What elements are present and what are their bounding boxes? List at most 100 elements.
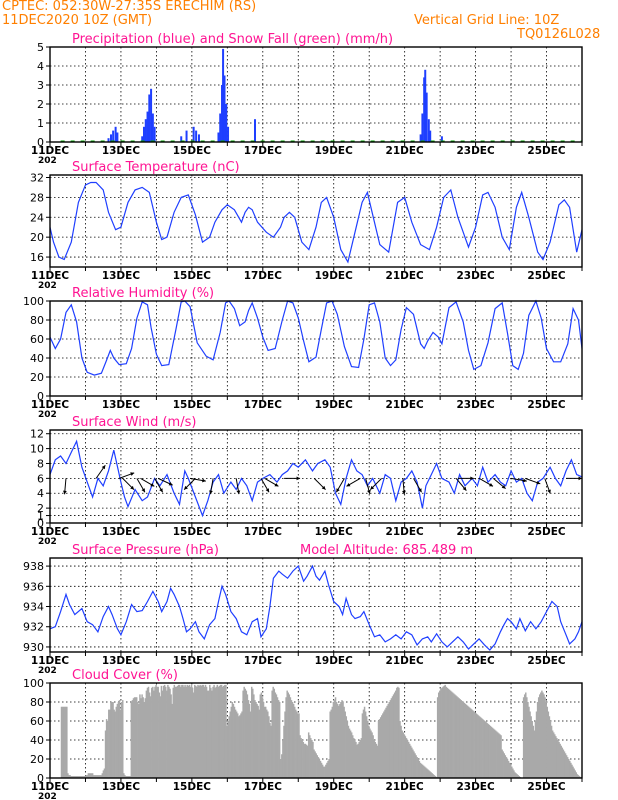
x-tick-label: 23DEC bbox=[456, 399, 495, 411]
cloud-cover-bar bbox=[565, 755, 568, 778]
panel-title: Relative Humidity (%) bbox=[72, 286, 214, 301]
cloud-cover-bar bbox=[301, 740, 303, 778]
cloud-cover-bar bbox=[528, 706, 530, 778]
cloud-cover-bar bbox=[151, 687, 153, 778]
wind-arrow-head bbox=[536, 480, 541, 485]
cloud-cover-bar bbox=[189, 686, 192, 778]
cloud-cover-bar bbox=[441, 687, 443, 778]
cloud-cover-bar bbox=[432, 774, 435, 778]
cloud-cover-bar bbox=[544, 697, 546, 778]
cloud-cover-bar bbox=[434, 776, 437, 778]
cloud-cover-bar bbox=[391, 696, 394, 778]
y-tick-label: 20 bbox=[30, 753, 44, 766]
cloud-cover-bar bbox=[571, 764, 573, 778]
cloud-cover-bar bbox=[562, 749, 565, 778]
cloud-cover-bar bbox=[61, 706, 64, 778]
cloud-cover-bar bbox=[312, 741, 314, 778]
cloud-cover-bar bbox=[480, 718, 483, 778]
x-tick-label: 15DEC bbox=[173, 270, 212, 282]
cloud-cover-bar bbox=[428, 770, 430, 778]
cloud-cover-bar bbox=[298, 713, 300, 778]
cloud-cover-bar bbox=[272, 686, 274, 778]
cloud-cover-bar bbox=[406, 740, 409, 778]
cloud-cover-bar bbox=[357, 743, 359, 778]
cloud-cover-bar bbox=[342, 702, 344, 778]
cloud-cover-bar bbox=[400, 725, 402, 778]
cloud-cover-bar bbox=[574, 770, 576, 778]
cloud-cover-bar bbox=[506, 759, 509, 778]
cloud-cover-bar bbox=[161, 690, 164, 778]
x-tick-label: 25DEC bbox=[527, 399, 566, 411]
cloud-cover-bar bbox=[403, 734, 406, 778]
cloud-cover-bar bbox=[290, 700, 293, 778]
cloud-cover-bar bbox=[443, 685, 445, 778]
cloud-cover-bar bbox=[375, 743, 378, 778]
cloud-cover-bar bbox=[108, 709, 110, 778]
x-tick-label: 11DEC bbox=[31, 781, 70, 793]
cloud-cover-bar bbox=[94, 775, 96, 778]
y-tick-label: 1 bbox=[37, 117, 44, 130]
cloud-cover-bar bbox=[563, 751, 566, 778]
plot-frame bbox=[49, 557, 583, 653]
cloud-cover-bar bbox=[293, 706, 296, 778]
y-tick-label: 0 bbox=[37, 136, 44, 149]
cloud-cover-bar bbox=[478, 716, 481, 778]
cloud-cover-bar bbox=[476, 714, 479, 778]
x-tick-label: 19DEC bbox=[315, 399, 354, 411]
x-tick-label: 23DEC bbox=[456, 655, 495, 667]
x-tick-label: 11DEC bbox=[31, 399, 70, 411]
cloud-cover-bar bbox=[461, 701, 464, 778]
y-tick-label: 0 bbox=[37, 772, 44, 785]
cloud-cover-bar bbox=[202, 684, 205, 778]
cloud-cover-bar bbox=[283, 725, 285, 778]
precip-bar bbox=[195, 130, 198, 142]
cloud-cover-bar bbox=[267, 711, 269, 778]
cloud-cover-bar bbox=[393, 692, 396, 778]
cloud-cover-bar bbox=[264, 706, 267, 778]
cloud-cover-bar bbox=[254, 700, 256, 778]
cloud-cover-bar bbox=[67, 773, 69, 778]
cloud-cover-bar bbox=[239, 715, 241, 778]
cloud-cover-bar bbox=[224, 684, 226, 778]
cloud-cover-bar bbox=[422, 765, 425, 778]
y-tick-label: 60 bbox=[30, 715, 44, 728]
x-tick-label: 13DEC bbox=[102, 270, 141, 282]
cloud-cover-bar bbox=[322, 766, 325, 778]
cloud-cover-bar bbox=[414, 753, 416, 778]
cloud-cover-bar bbox=[566, 757, 569, 778]
x-tick-label: 17DEC bbox=[244, 655, 283, 667]
cloud-cover-bar bbox=[177, 684, 180, 778]
cloud-cover-bar bbox=[483, 720, 485, 778]
plot-frame bbox=[49, 46, 583, 143]
cloud-cover-bar bbox=[572, 766, 574, 778]
cloud-cover-bar bbox=[447, 688, 450, 778]
cloud-cover-bar bbox=[144, 698, 147, 778]
cloud-cover-bar bbox=[315, 753, 317, 778]
cloud-cover-bar bbox=[186, 684, 188, 778]
cloud-cover-bar bbox=[369, 728, 371, 778]
precip-bar bbox=[429, 130, 432, 142]
cloud-cover-bar bbox=[514, 772, 516, 778]
cloud-cover-bar bbox=[469, 707, 471, 778]
cloud-cover-bar bbox=[80, 776, 82, 778]
x-tick-label: 11DEC bbox=[31, 526, 70, 538]
cloud-cover-bar bbox=[247, 700, 250, 778]
cloud-cover-bar bbox=[297, 713, 299, 778]
cloud-cover-bar bbox=[79, 776, 81, 778]
cloud-cover-bar bbox=[494, 730, 497, 778]
cloud-cover-bar bbox=[398, 687, 400, 778]
y-tick-label: 10 bbox=[30, 443, 44, 456]
wind-arrow-head bbox=[489, 482, 494, 487]
wind-arrow-head bbox=[523, 478, 527, 483]
cloud-cover-bar bbox=[181, 684, 183, 778]
cloud-cover-bar bbox=[429, 771, 431, 778]
cloud-cover-bar bbox=[354, 740, 356, 778]
cloud-cover-bar bbox=[157, 686, 159, 778]
cloud-cover-bar bbox=[402, 732, 404, 778]
y-tick-label: 80 bbox=[30, 696, 44, 709]
cloud-cover-bar bbox=[472, 710, 474, 778]
cloud-cover-bar bbox=[368, 725, 370, 778]
x-tick-label: 21DEC bbox=[386, 399, 425, 411]
cloud-cover-bar bbox=[539, 694, 541, 778]
cloud-cover-bar bbox=[270, 725, 272, 778]
